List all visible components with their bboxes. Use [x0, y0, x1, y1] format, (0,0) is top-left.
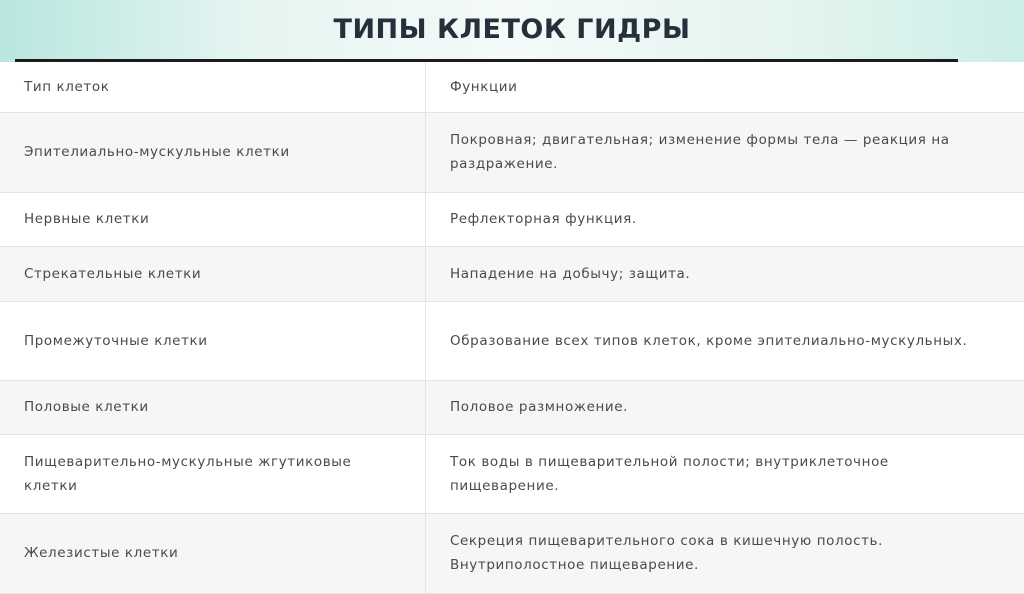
table-row: Пищеварительно-мускульные жгутиковые кле… — [0, 434, 1024, 513]
table-cell: Образование всех типов клеток, кроме эпи… — [426, 301, 1024, 380]
table-cell: Железистые клетки — [0, 513, 426, 593]
table-cell: Стрекательные клетки — [0, 246, 426, 301]
table-cell: Рефлекторная функция. — [426, 192, 1024, 246]
table-cell: Функции — [426, 62, 1024, 112]
title-bar: ТИПЫ КЛЕТОК ГИДРЫ — [0, 0, 1024, 62]
table-cell: Покровная; двигательная; изменение формы… — [426, 112, 1024, 192]
table-cell: Промежуточные клетки — [0, 301, 426, 380]
table-cell: Секреция пищеварительного сока в кишечну… — [426, 513, 1024, 593]
table-cell: Половые клетки — [0, 380, 426, 434]
table-cell: Тип клеток — [0, 62, 426, 112]
title: ТИПЫ КЛЕТОК ГИДРЫ — [0, 14, 1024, 45]
table-cell: Нервные клетки — [0, 192, 426, 246]
table-cell: Пищеварительно-мускульные жгутиковые кле… — [0, 434, 426, 513]
table-cell: Ток воды в пищеварительной полости; внут… — [426, 434, 1024, 513]
table-cell: Половое размножение. — [426, 380, 1024, 434]
table-cell: Эпителиально-мускульные клетки — [0, 112, 426, 192]
table-cell: Нападение на добычу; защита. — [426, 246, 1024, 301]
